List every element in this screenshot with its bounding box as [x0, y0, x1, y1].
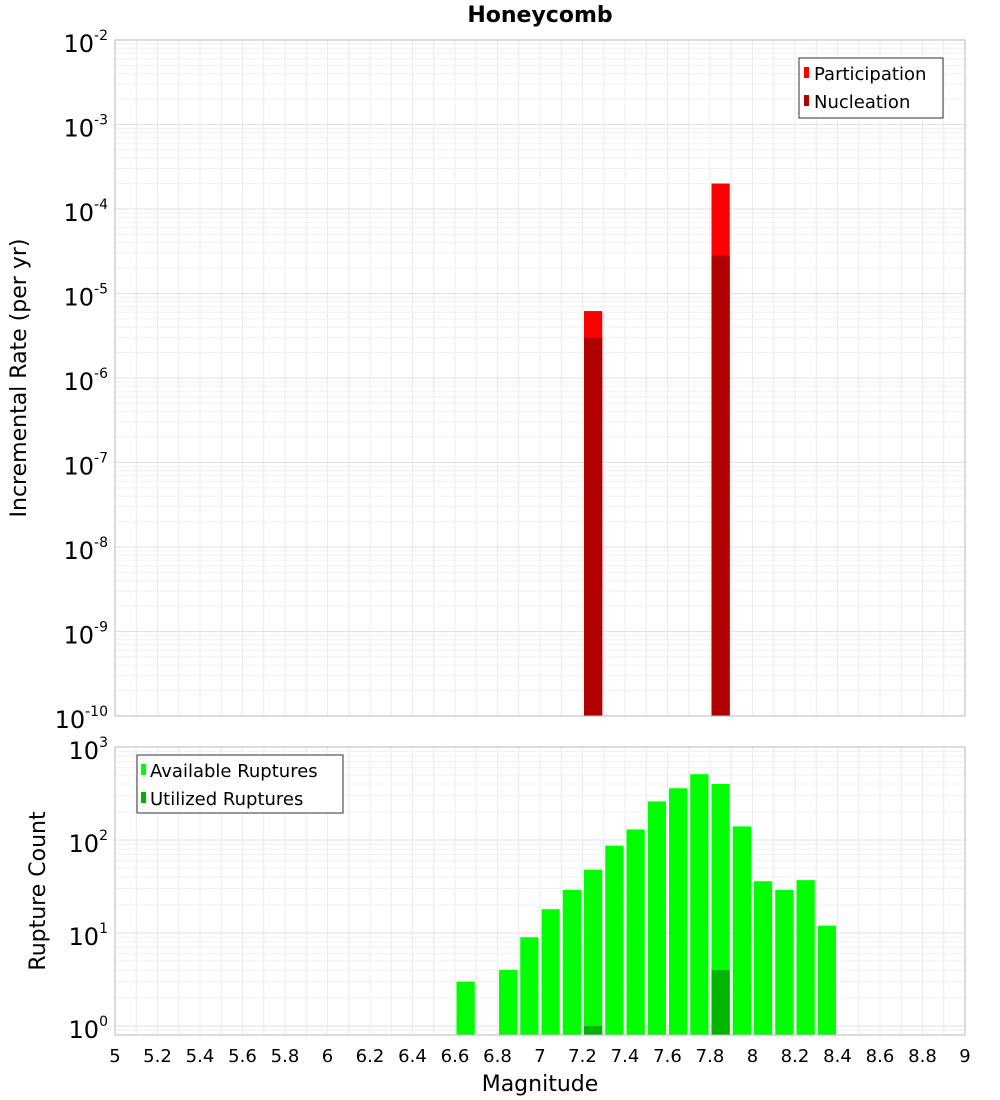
- y-tick-label: 10-8: [63, 535, 108, 565]
- x-tick-label: 5: [109, 1046, 120, 1067]
- x-tick-label: 8: [747, 1046, 758, 1067]
- bar-available-ruptures: [775, 889, 794, 1035]
- y-tick-label: 103: [69, 735, 108, 765]
- bar-available-ruptures: [562, 889, 581, 1035]
- x-tick-label: 6: [322, 1046, 333, 1067]
- top-gridlines: [114, 39, 966, 717]
- x-axis-label: Magnitude: [482, 1072, 599, 1097]
- bar-available-ruptures: [584, 869, 603, 1035]
- bar-available-ruptures: [626, 829, 645, 1035]
- bar-available-ruptures: [754, 881, 773, 1035]
- bar-utilized-ruptures: [711, 969, 730, 1035]
- y-tick-label: 10-7: [63, 451, 108, 481]
- bar-available-ruptures: [520, 937, 539, 1035]
- top-chart-panel: 10-2 10-3 10-4 10-5 10-6 10-7 10-8 10-9 10-10 In…: [7, 28, 966, 734]
- x-tick-label: 6.2: [356, 1046, 385, 1067]
- top-legend-box: [798, 57, 944, 119]
- y-tick-label: 10-4: [63, 197, 108, 227]
- legend-label-available: Available Ruptures: [150, 761, 318, 782]
- legend-swatch-available: [141, 764, 146, 775]
- bar-available-ruptures: [732, 826, 751, 1035]
- x-tick-label: 9: [959, 1046, 970, 1067]
- top-y-axis-label: Incremental Rate (per yr): [7, 239, 32, 518]
- x-tick-label: 8.2: [781, 1046, 810, 1067]
- x-tick-label: 8.4: [823, 1046, 852, 1067]
- legend-swatch-participation: [804, 67, 809, 78]
- chart-title: Honeycomb: [467, 3, 612, 28]
- bar-available-ruptures: [541, 909, 560, 1035]
- legend-swatch-utilized: [141, 792, 146, 803]
- bottom-chart-panel: 103 102 101 100 5 5.2 5.4 5.6 5.8 6 6.2 6.4 6.6 6.8 7…: [26, 735, 971, 1097]
- x-tick-label: 7.2: [568, 1046, 597, 1067]
- x-tick-label: 6.6: [441, 1046, 470, 1067]
- y-tick-label: 10-2: [63, 28, 108, 58]
- bar-available-ruptures: [796, 880, 815, 1035]
- bottom-legend-box: [136, 754, 344, 814]
- x-tick-label: 8.6: [866, 1046, 895, 1067]
- legend-label-participation: Participation: [814, 64, 926, 85]
- bar-available-ruptures: [669, 788, 688, 1035]
- legend-label-utilized: Utilized Ruptures: [150, 789, 303, 810]
- bottom-y-axis-label: Rupture Count: [26, 811, 51, 971]
- bar-available-ruptures: [605, 845, 624, 1035]
- top-legend: Participation Nucleation: [798, 57, 944, 119]
- y-tick-label: 10-6: [63, 366, 108, 396]
- legend-swatch-nucleation: [804, 95, 809, 106]
- y-tick-label: 10-5: [63, 282, 108, 312]
- bar-nucleation: [584, 337, 603, 716]
- bottom-bars: [456, 774, 836, 1035]
- bottom-y-tick-labels: 103 102 101 100: [69, 735, 108, 1044]
- x-tick-label: 8.8: [908, 1046, 937, 1067]
- y-tick-label: 100: [69, 1014, 108, 1044]
- x-tick-labels: 5 5.2 5.4 5.6 5.8 6 6.2 6.4 6.6 6.8 7 7.2 7.4 7.6 7.8 8…: [109, 1046, 970, 1067]
- y-tick-label: 10-9: [63, 620, 108, 650]
- bar-available-ruptures: [817, 925, 836, 1035]
- bar-available-ruptures: [456, 981, 475, 1035]
- bottom-legend: Available Ruptures Utilized Ruptures: [136, 754, 344, 814]
- x-tick-label: 7.8: [696, 1046, 725, 1067]
- x-tick-label: 5.8: [271, 1046, 300, 1067]
- top-bars: [584, 183, 730, 716]
- x-tick-label: 7.6: [653, 1046, 682, 1067]
- legend-label-nucleation: Nucleation: [814, 92, 910, 113]
- bar-available-ruptures: [647, 801, 666, 1035]
- bar-nucleation: [711, 255, 730, 716]
- y-tick-label: 102: [69, 828, 108, 858]
- bottom-plot-border: [114, 746, 966, 1036]
- y-tick-label: 101: [69, 921, 108, 951]
- y-tick-label: 10-10: [55, 704, 108, 734]
- bar-utilized-ruptures: [584, 1025, 603, 1035]
- x-tick-label: 6.4: [398, 1046, 427, 1067]
- x-tick-label: 7.4: [611, 1046, 640, 1067]
- x-tick-label: 5.2: [143, 1046, 172, 1067]
- x-tick-label: 5.6: [228, 1046, 257, 1067]
- x-tick-label: 6.8: [483, 1046, 512, 1067]
- bar-available-ruptures: [690, 774, 709, 1035]
- bar-available-ruptures: [499, 969, 518, 1035]
- y-tick-label: 10-3: [63, 113, 108, 143]
- x-tick-label: 5.4: [186, 1046, 215, 1067]
- top-y-tick-labels: 10-2 10-3 10-4 10-5 10-6 10-7 10-8 10-9 10-10: [55, 28, 109, 734]
- top-plot-border: [114, 39, 966, 717]
- x-tick-label: 7: [534, 1046, 545, 1067]
